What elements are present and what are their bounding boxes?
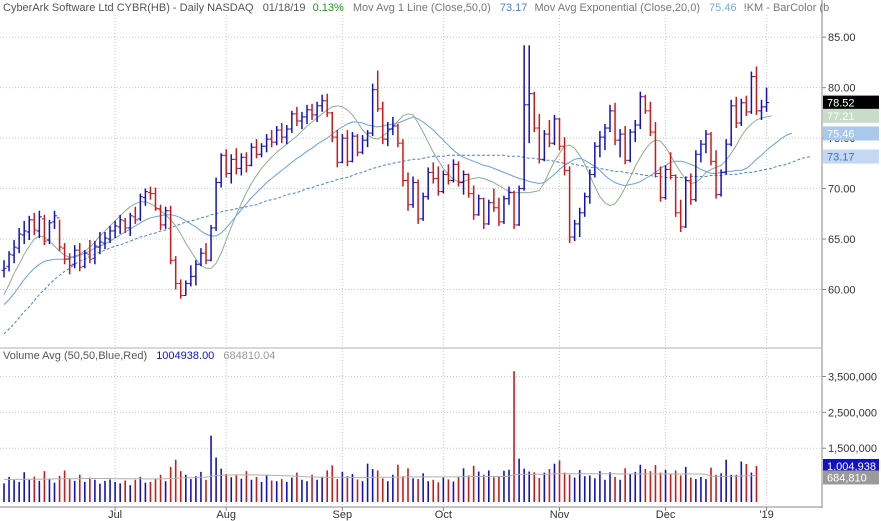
price-tick-label: 80.00 [828,83,856,95]
volume-tick-label: 2,500,000 [828,407,877,419]
ma2-legend-value: 75.46 [709,2,737,14]
chart-change: 0.13% [312,2,344,14]
price-tag-label: 78.52 [827,98,855,110]
price-bars [1,45,770,299]
price-tag-label: 75.46 [827,128,855,140]
price-tag-bg [823,95,879,110]
grid [0,15,822,507]
time-tick-label: Dec [656,509,676,521]
price-tag-bg [823,126,879,141]
ma1-legend-label: Mov Avg 1 Line (Close,50,0) [352,2,491,14]
price-tick-label: 70.00 [828,184,856,196]
volume-legend-value1: 1004938.00 [156,350,215,362]
time-tick-label: Sep [333,509,353,521]
volume-tick-label: 3,500,000 [828,372,877,384]
ma1-legend-value: 73.17 [499,2,528,14]
time-tick-label: Oct [435,509,452,521]
volume-legend-value2: 684810.04 [223,350,276,362]
volume-bars [3,371,758,502]
price-tick-label: 60.00 [828,284,856,296]
price-tag-label: 73.17 [827,152,855,164]
volume-tag-label: 684,810 [827,472,867,484]
volume-tag-bg [823,470,879,485]
barcolor-legend: !KM - BarColor (b [743,2,830,14]
volume-tick-label: 1,500,000 [828,443,877,455]
time-tick-label: Nov [550,509,570,521]
price-tag-label: 77.21 [827,111,855,123]
volume-header: Volume Avg (50,50,Blue,Red) 1004938.00 6… [3,350,275,362]
ma2-legend-label: Mov Avg Exponential (Close,20,0) [534,2,700,14]
chart-header: CyberArk Software Ltd CYBR(HB) - Daily N… [3,2,829,14]
ma50-line [3,154,813,335]
price-tag-bg [823,149,879,164]
volume-tag-bg [823,458,879,473]
volume-tag-label: 1,004,938 [827,461,876,473]
time-tick-label: '19 [759,509,773,521]
volume-legend-label: Volume Avg (50,50,Blue,Red) [3,350,148,362]
price-tick-label: 65.00 [828,234,856,246]
price-tick-label: 85.00 [828,32,856,44]
chart-title: CyberArk Software Ltd CYBR(HB) - Daily N… [3,2,254,14]
time-tick-label: Jul [108,509,122,521]
price-tag-bg [823,108,879,123]
time-tick-label: Aug [216,509,236,521]
volume-average-line [4,473,757,480]
chart-date: 01/18/19 [262,2,306,14]
